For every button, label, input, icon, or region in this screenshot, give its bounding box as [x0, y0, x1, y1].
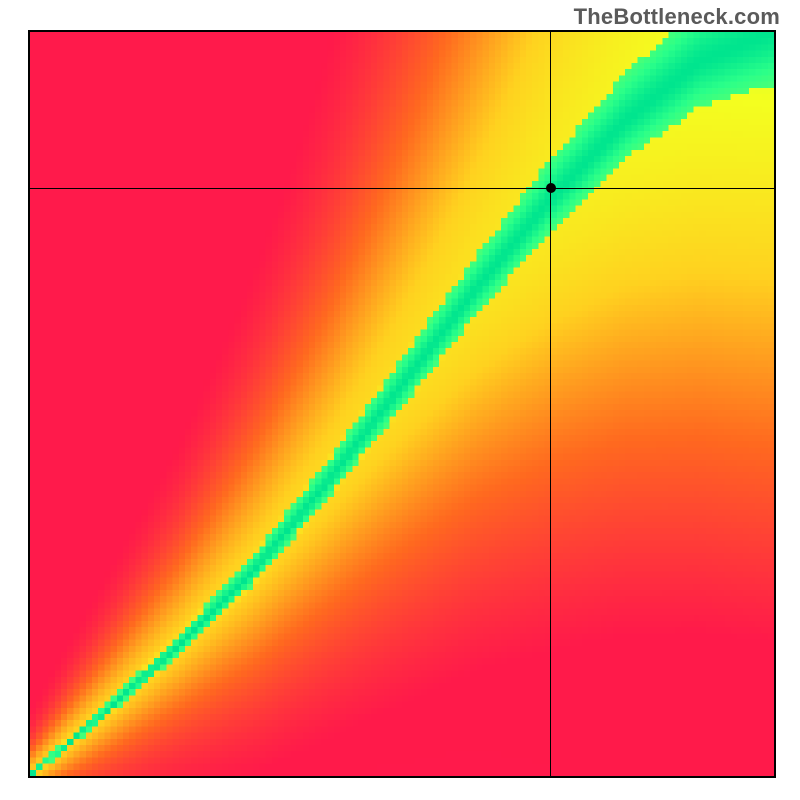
crosshair-horizontal-line — [30, 188, 774, 189]
crosshair-vertical-line — [550, 32, 551, 776]
plot-frame — [28, 30, 776, 778]
crosshair-point — [546, 183, 556, 193]
bottleneck-heatmap — [30, 32, 774, 776]
watermark-label: TheBottleneck.com — [574, 4, 780, 30]
